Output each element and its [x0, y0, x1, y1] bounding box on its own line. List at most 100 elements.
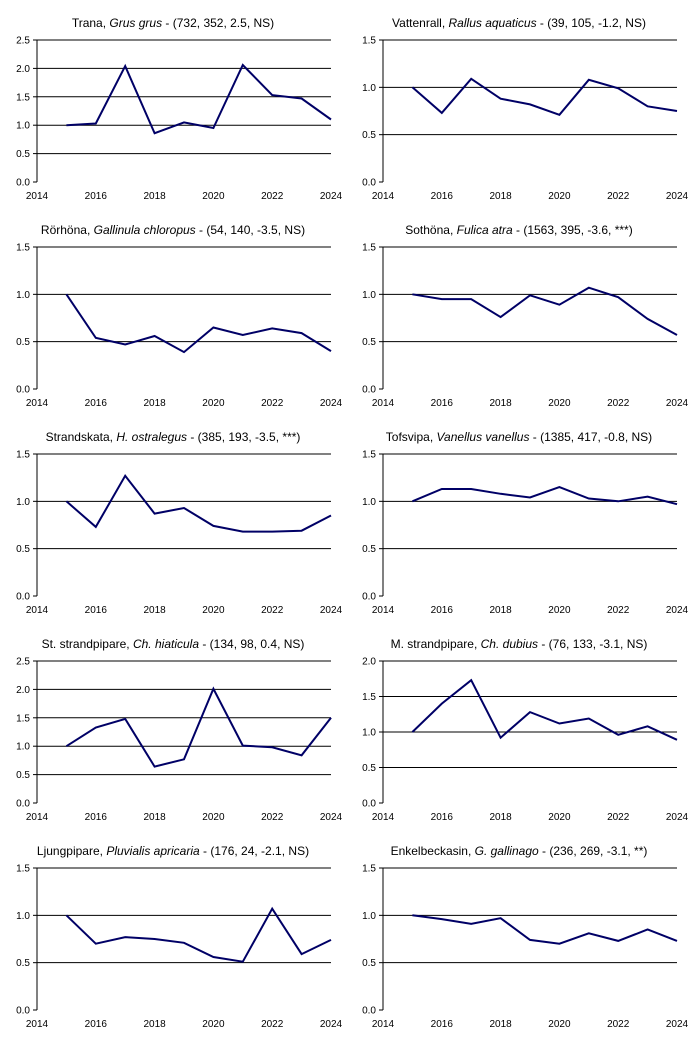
x-tick-label: 2018	[143, 605, 166, 616]
y-tick-label: 1.0	[362, 83, 376, 94]
x-tick-label: 2016	[431, 1019, 454, 1030]
x-tick-label: 2016	[85, 812, 108, 823]
y-tick-label: 1.5	[362, 36, 376, 47]
y-tick-label: 0.5	[362, 130, 376, 141]
y-tick-label: 2.5	[16, 36, 30, 47]
x-tick-label: 2024	[666, 1019, 689, 1030]
y-tick-label: 1.0	[362, 290, 376, 301]
chart-title: Ljungpipare, Pluvialis apricaria - (176,…	[0, 844, 346, 858]
x-tick-label: 2016	[431, 398, 454, 409]
chart-svg: 0.0 0.5 1.0 1.5 2014 2016 2018 2020 2022 2024	[16, 243, 342, 410]
x-tick-label: 2020	[548, 605, 571, 616]
species-scientific-name: Ch. hiaticula	[132, 637, 200, 651]
y-tick-label: 0.5	[362, 958, 376, 969]
x-tick-label: 2018	[143, 398, 166, 409]
chart-panel: 0.0 0.5 1.0 1.5 2014 2016 2018 2020 2022 2024 Stra…	[0, 414, 346, 621]
y-tick-label: 0.0	[16, 592, 30, 603]
species-scientific-name: Rallus aquaticus	[448, 16, 537, 30]
x-tick-label: 2014	[372, 1019, 395, 1030]
species-stats: - (76, 133, -3.1, NS)	[538, 637, 648, 651]
chart-panel: 0.0 0.5 1.0 1.5 2014 2016 2018 2020 2022 2024 Ljun…	[0, 828, 346, 1035]
series-line	[65, 293, 332, 354]
chart-panel: 0.0 0.5 1.0 1.5 2014 2016 2018 2020 2022 2024 Enke…	[346, 828, 692, 1035]
x-tick-label: 2014	[26, 398, 49, 409]
x-tick-label: 2018	[143, 191, 166, 202]
y-tick-label: 0.0	[16, 1006, 30, 1017]
x-tick-label: 2016	[85, 191, 108, 202]
x-tick-label: 2014	[26, 812, 49, 823]
series-line	[411, 678, 678, 741]
x-tick-label: 2024	[666, 605, 689, 616]
x-tick-label: 2014	[26, 605, 49, 616]
y-tick-label: 0.0	[16, 799, 30, 810]
species-common-name: Trana,	[71, 16, 110, 30]
y-tick-label: 0.5	[362, 337, 376, 348]
species-scientific-name: H. ostralegus	[116, 430, 188, 444]
x-tick-label: 2022	[607, 1019, 630, 1030]
series-line	[65, 686, 332, 768]
species-common-name: Ljungpipare,	[36, 844, 107, 858]
y-tick-label: 2.0	[16, 685, 30, 696]
x-tick-label: 2016	[431, 191, 454, 202]
species-common-name: Tofsvipa,	[385, 430, 437, 444]
species-scientific-name: Grus grus	[109, 16, 163, 30]
chart-svg: 0.0 0.5 1.0 1.5 2014 2016 2018 2020 2022 2024	[362, 36, 689, 203]
x-tick-label: 2014	[372, 398, 395, 409]
x-tick-label: 2014	[26, 1019, 49, 1030]
species-scientific-name: Ch. dubius	[480, 637, 539, 651]
y-tick-label: 1.5	[362, 692, 376, 703]
y-tick-label: 0.5	[362, 544, 376, 555]
x-tick-label: 2024	[320, 812, 343, 823]
chart-title: Enkelbeckasin, G. gallinago - (236, 269,…	[346, 844, 692, 858]
x-tick-label: 2018	[143, 1019, 166, 1030]
y-tick-label: 1.5	[16, 864, 30, 875]
x-tick-label: 2024	[320, 191, 343, 202]
x-tick-label: 2020	[548, 398, 571, 409]
y-tick-label: 0.5	[16, 149, 30, 160]
x-tick-label: 2022	[607, 812, 630, 823]
series-line	[411, 77, 678, 116]
x-tick-label: 2022	[607, 605, 630, 616]
y-tick-label: 0.0	[362, 799, 376, 810]
species-scientific-name: G. gallinago	[474, 844, 539, 858]
x-tick-label: 2014	[372, 191, 395, 202]
chart-title: Rörhöna, Gallinula chloropus - (54, 140,…	[0, 223, 346, 237]
species-scientific-name: Vanellus vanellus	[436, 430, 530, 444]
x-tick-label: 2024	[666, 398, 689, 409]
chart-panel: 0.0 0.5 1.0 1.5 2.0 2.5 2014 2016 2018 2020 2022 20…	[0, 0, 346, 207]
chart-panel: 0.0 0.5 1.0 1.5 2014 2016 2018 2020 2022 2024 Soth…	[346, 207, 692, 414]
chart-title: Sothöna, Fulica atra - (1563, 395, -3.6,…	[346, 223, 692, 237]
species-stats: - (732, 352, 2.5, NS)	[162, 16, 275, 30]
species-common-name: Rörhöna,	[40, 223, 94, 237]
chart-title: Trana, Grus grus - (732, 352, 2.5, NS)	[0, 16, 346, 30]
y-tick-label: 2.0	[362, 657, 376, 668]
x-tick-label: 2022	[261, 398, 284, 409]
x-tick-label: 2024	[320, 1019, 343, 1030]
y-tick-label: 1.5	[16, 243, 30, 254]
y-tick-label: 1.0	[362, 728, 376, 739]
y-tick-label: 1.5	[16, 92, 30, 103]
species-stats: - (39, 105, -1.2, NS)	[536, 16, 646, 30]
species-scientific-name: Fulica atra	[456, 223, 513, 237]
chart-panel: 0.0 0.5 1.0 1.5 2.0 2.5 2014 2016 2018 2020 2022 20…	[0, 621, 346, 828]
x-tick-label: 2024	[666, 812, 689, 823]
x-tick-label: 2024	[666, 191, 689, 202]
x-tick-label: 2020	[202, 398, 225, 409]
x-tick-label: 2018	[489, 398, 512, 409]
y-tick-label: 1.5	[362, 243, 376, 254]
x-tick-label: 2018	[489, 812, 512, 823]
x-tick-label: 2018	[489, 191, 512, 202]
x-tick-label: 2016	[431, 812, 454, 823]
y-tick-label: 0.5	[16, 337, 30, 348]
y-tick-label: 0.0	[362, 385, 376, 396]
chart-svg: 0.0 0.5 1.0 1.5 2014 2016 2018 2020 2022 2024	[362, 450, 689, 617]
species-stats: - (236, 269, -3.1, **)	[538, 844, 648, 858]
species-common-name: Enkelbeckasin,	[390, 844, 475, 858]
x-tick-label: 2022	[261, 812, 284, 823]
y-tick-label: 0.0	[362, 178, 376, 189]
series-line	[66, 63, 332, 135]
species-common-name: St. strandpipare,	[41, 637, 133, 651]
series-line	[412, 914, 678, 945]
species-stats: - (134, 98, 0.4, NS)	[199, 637, 305, 651]
y-tick-label: 0.0	[16, 385, 30, 396]
